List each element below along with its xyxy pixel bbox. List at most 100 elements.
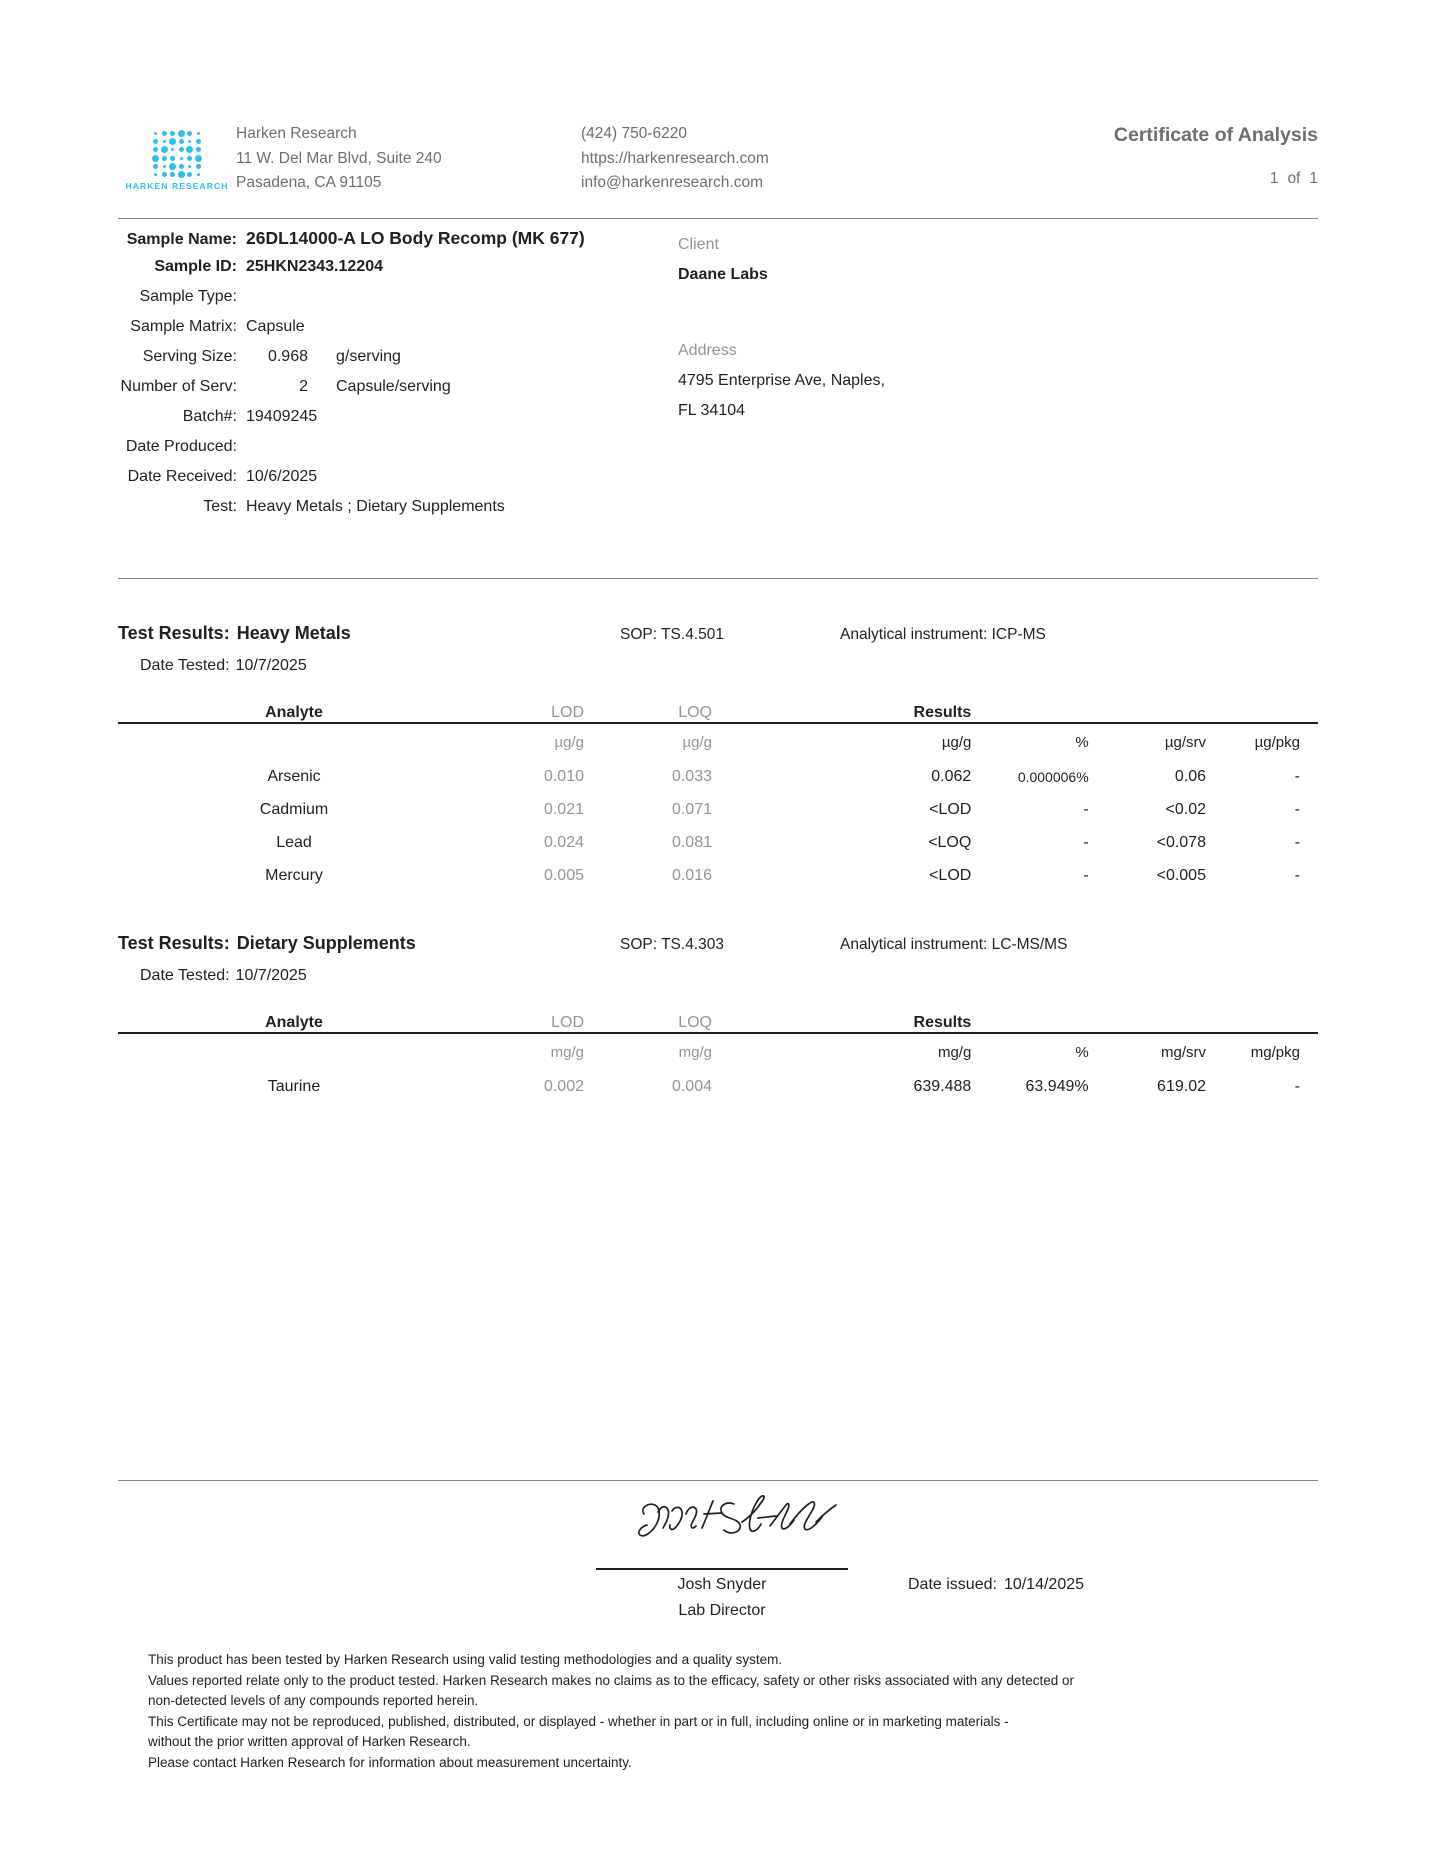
document-header: HARKEN RESEARCH Harken Research 11 W. De…: [118, 122, 1318, 196]
section-results-label: Test Results:: [118, 623, 230, 643]
date-received-row: Date Received: 10/6/2025: [118, 468, 1318, 498]
cell-per-serving: 619.02: [1157, 1077, 1206, 1095]
table-row: Cadmium 0.021 0.071 <LOD - <0.02 -: [118, 793, 1318, 826]
table-row: Mercury 0.005 0.016 <LOD - <0.005 -: [118, 859, 1318, 892]
document-title-block: Certificate of Analysis 1 of 1: [921, 122, 1318, 188]
column-header-loq: LOQ: [678, 704, 712, 721]
test-row: Test: Heavy Metals ; Dietary Supplements: [118, 498, 1318, 528]
cell-analyte: Mercury: [265, 866, 323, 884]
cell-percent: -: [1083, 800, 1089, 818]
page-title: Certificate of Analysis: [1113, 124, 1318, 146]
company-address-block: Harken Research 11 W. Del Mar Blvd, Suit…: [236, 122, 581, 196]
disclaimer-line: Please contact Harken Research for infor…: [148, 1754, 632, 1770]
cell-per-serving: <0.005: [1156, 866, 1206, 884]
column-header-analyte: Analyte: [265, 1014, 323, 1031]
company-name: Harken Research: [236, 125, 357, 142]
cell-per-package: -: [1294, 833, 1300, 851]
column-header-percent-blank: [971, 999, 1088, 1033]
cell-percent: 63.949%: [1025, 1077, 1089, 1095]
sop-label: SOP:: [620, 626, 658, 643]
column-header-results: Results: [913, 704, 972, 721]
unit-per-serving: mg/srv: [1160, 1043, 1206, 1061]
number-of-servings-row: Number of Serv: 2 Capsule/serving: [118, 378, 1318, 408]
results-table-heavy-metals: Analyte LOD LOQ Results µg/g µg/g µg/g %…: [118, 689, 1318, 892]
client-information: Client Daane Labs Address 4795 Enterpris…: [678, 228, 1078, 426]
section-date-tested: Date Tested: 10/7/2025: [140, 657, 1318, 675]
sop-label: SOP:: [620, 936, 658, 953]
cell-per-package: -: [1294, 800, 1300, 818]
date-issued-label: Date issued:: [908, 1576, 997, 1593]
date-received-value: 10/6/2025: [246, 468, 318, 485]
signatory-role: Lab Director: [678, 1602, 766, 1619]
table-row: Lead 0.024 0.081 <LOQ - <0.078 -: [118, 826, 1318, 859]
unit-lod: µg/g: [554, 733, 585, 751]
section-instrument: Analytical instrument: LC-MS/MS: [840, 936, 1067, 954]
unit-loq: µg/g: [682, 733, 713, 751]
section-title: Test Results: Dietary Supplements: [118, 933, 1318, 954]
serving-size-label: Serving Size:: [142, 348, 237, 365]
company-phone: (424) 750-6220: [581, 125, 687, 142]
batch-value: 19409245: [246, 408, 318, 425]
unit-per-package: mg/pkg: [1250, 1043, 1300, 1061]
signature-line: [596, 1568, 848, 1570]
table-header-row: Analyte LOD LOQ Results: [118, 689, 1318, 723]
sample-id-value: 25HKN2343.12204: [246, 258, 383, 275]
cell-result: 639.488: [913, 1077, 972, 1095]
sample-section-divider: [118, 578, 1318, 579]
company-email[interactable]: info@harkenresearch.com: [581, 174, 764, 191]
column-header-lod: LOD: [551, 1014, 584, 1031]
number-of-servings-label: Number of Serv:: [120, 378, 237, 395]
company-address-line2: Pasadena, CA 91105: [236, 174, 382, 191]
serving-size-value: 0.968: [267, 348, 308, 365]
page-indicator: 1 of 1: [921, 170, 1318, 188]
unit-lod: mg/g: [550, 1043, 584, 1061]
cell-per-package: -: [1294, 866, 1300, 884]
date-received-label: Date Received:: [127, 468, 237, 485]
signatory-name: Josh Snyder: [677, 1576, 767, 1593]
sample-matrix-label: Sample Matrix:: [130, 318, 237, 335]
cell-analyte: Arsenic: [267, 767, 321, 785]
date-tested-label: Date Tested:: [140, 967, 230, 984]
sop-value: TS.4.303: [661, 936, 724, 953]
column-header-results: Results: [913, 1014, 972, 1031]
table-units-row: mg/g mg/g mg/g % mg/srv mg/pkg: [118, 1034, 1318, 1070]
client-address-line2: FL 34104: [678, 402, 746, 419]
instrument-value: LC-MS/MS: [991, 936, 1068, 953]
cell-loq: 0.004: [671, 1077, 712, 1095]
cell-result: <LOD: [929, 800, 972, 818]
cell-per-package: -: [1294, 767, 1300, 785]
disclaimer-line: without the prior written approval of Ha…: [148, 1734, 471, 1749]
column-header-serving-blank: [1089, 689, 1206, 723]
logo-dot-grid-icon: [152, 130, 202, 178]
cell-lod: 0.010: [543, 767, 584, 785]
client-name: Daane Labs: [678, 266, 768, 283]
sample-type-label: Sample Type:: [139, 288, 237, 305]
unit-per-package: µg/pkg: [1254, 733, 1300, 751]
cell-result: <LOD: [929, 866, 972, 884]
section-title: Test Results: Heavy Metals: [118, 623, 1318, 644]
sample-id-label: Sample ID:: [154, 258, 237, 275]
serving-size-unit: g/serving: [336, 348, 401, 365]
disclaimer-line: non-detected levels of any compounds rep…: [148, 1693, 479, 1708]
cell-loq: 0.071: [671, 800, 712, 818]
disclaimer-line: This Certificate may not be reproduced, …: [148, 1713, 1009, 1729]
cell-lod: 0.005: [543, 866, 584, 884]
cell-loq: 0.016: [671, 866, 712, 884]
batch-row: Batch#: 19409245: [118, 408, 1318, 438]
cell-analyte: Taurine: [267, 1077, 321, 1095]
page-current: 1: [1269, 170, 1279, 187]
test-section-dietary-supplements: Test Results: Dietary Supplements SOP: TS…: [118, 933, 1318, 1103]
cell-percent: -: [1083, 866, 1089, 884]
section-name: Dietary Supplements: [236, 933, 416, 953]
sample-information: Sample Name: 26DL14000-A LO Body Recomp …: [118, 228, 1318, 528]
company-logo: HARKEN RESEARCH: [118, 122, 236, 191]
cell-loq: 0.033: [671, 767, 712, 785]
column-header-loq: LOQ: [678, 1014, 712, 1031]
date-issued: Date issued: 10/14/2025: [908, 1576, 1084, 1594]
company-website[interactable]: https://harkenresearch.com: [581, 149, 769, 167]
page-total: 1: [1309, 170, 1318, 187]
client-address-line1: 4795 Enterprise Ave, Naples,: [678, 372, 885, 389]
date-tested-label: Date Tested:: [140, 657, 230, 674]
sop-value: TS.4.501: [661, 626, 724, 643]
section-results-label: Test Results:: [118, 933, 230, 953]
